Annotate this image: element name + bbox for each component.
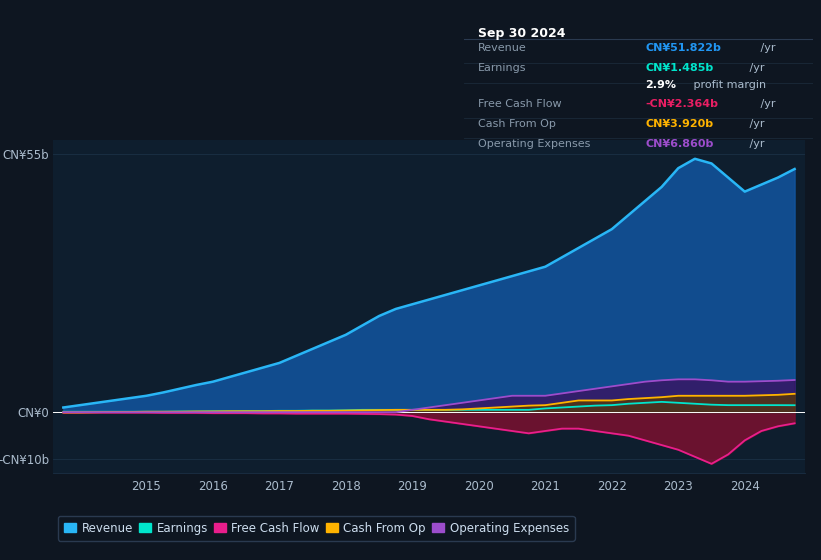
Text: /yr: /yr (745, 119, 764, 129)
Text: CN¥3.920b: CN¥3.920b (645, 119, 713, 129)
Text: -CN¥2.364b: -CN¥2.364b (645, 99, 718, 109)
Text: CN¥51.822b: CN¥51.822b (645, 43, 721, 53)
Text: Operating Expenses: Operating Expenses (478, 139, 590, 148)
Text: profit margin: profit margin (690, 80, 766, 90)
Legend: Revenue, Earnings, Free Cash Flow, Cash From Op, Operating Expenses: Revenue, Earnings, Free Cash Flow, Cash … (57, 516, 575, 540)
Text: CN¥1.485b: CN¥1.485b (645, 63, 713, 73)
Text: /yr: /yr (757, 99, 776, 109)
Text: Free Cash Flow: Free Cash Flow (478, 99, 562, 109)
Text: CN¥6.860b: CN¥6.860b (645, 139, 713, 148)
Text: Earnings: Earnings (478, 63, 526, 73)
Text: Cash From Op: Cash From Op (478, 119, 556, 129)
Text: 2.9%: 2.9% (645, 80, 677, 90)
Text: /yr: /yr (745, 139, 764, 148)
Text: Revenue: Revenue (478, 43, 526, 53)
Text: /yr: /yr (757, 43, 776, 53)
Text: /yr: /yr (745, 63, 764, 73)
Text: Sep 30 2024: Sep 30 2024 (478, 27, 566, 40)
